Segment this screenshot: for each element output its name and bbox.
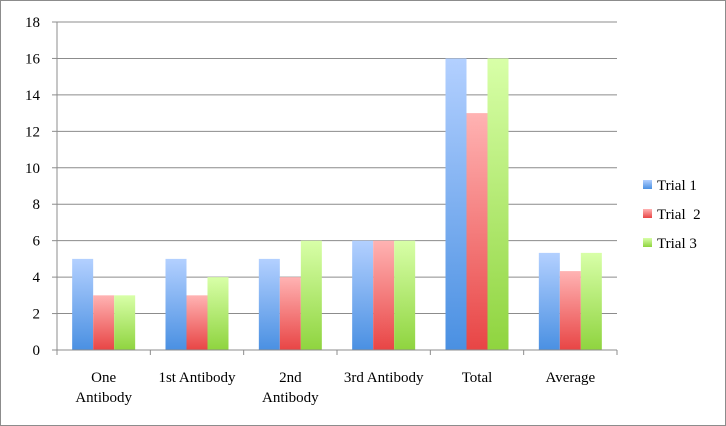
bar-trial-2-2 bbox=[279, 277, 301, 350]
y-tick-label: 8 bbox=[33, 197, 41, 213]
y-tick-label: 6 bbox=[33, 234, 41, 250]
bar-trial-1-5 bbox=[538, 252, 560, 350]
x-category-label: Antibody bbox=[75, 390, 132, 406]
x-category-label: 3rd Antibody bbox=[344, 370, 424, 386]
bar-trial-1-4 bbox=[445, 58, 467, 350]
x-category-label: Antibody bbox=[262, 390, 319, 406]
y-tick-label: 18 bbox=[25, 15, 40, 31]
bar-trial-2-3 bbox=[373, 240, 395, 350]
bar-trial-3-5 bbox=[580, 252, 602, 350]
bar-trial-2-5 bbox=[559, 271, 581, 350]
y-tick-label: 2 bbox=[33, 307, 41, 323]
bar-trial-1-0 bbox=[72, 258, 94, 350]
x-axis bbox=[56, 22, 618, 355]
y-tick-label: 14 bbox=[25, 88, 41, 104]
x-category-label: One bbox=[91, 370, 116, 386]
bar-trial-3-4 bbox=[487, 58, 509, 350]
y-axis-tick-labels: 0 2 4 6 8 10 12 14 16 18 bbox=[25, 15, 41, 359]
bar-trial-2-4 bbox=[466, 113, 488, 350]
bar-trial-1-3 bbox=[352, 240, 374, 350]
bar-trial-3-0 bbox=[114, 295, 136, 350]
x-category-label: 2nd bbox=[279, 370, 302, 386]
bar-trial-3-2 bbox=[300, 240, 322, 350]
x-category-label: Total bbox=[462, 370, 493, 386]
bar-trial-1-2 bbox=[258, 258, 280, 350]
y-tick-label: 10 bbox=[25, 161, 40, 177]
y-tick-label: 12 bbox=[25, 124, 40, 140]
bar-trial-3-3 bbox=[394, 240, 416, 350]
x-axis-category-labels: One Antibody 1st Antibody 2nd Antibody 3rd An… bbox=[75, 370, 595, 406]
legend-label: Trial 3 bbox=[657, 236, 697, 252]
bar-trial-2-1 bbox=[186, 295, 208, 350]
legend-swatch bbox=[643, 209, 652, 218]
y-tick-label: 0 bbox=[33, 343, 41, 359]
legend: Trial 1 Trial 2 Trial 3 bbox=[643, 178, 701, 252]
bar-trial-1-1 bbox=[165, 258, 187, 350]
legend-label: Trial 1 bbox=[657, 178, 697, 194]
y-tick-label: 16 bbox=[25, 51, 41, 67]
x-category-label: 1st Antibody bbox=[158, 370, 236, 386]
legend-swatch bbox=[643, 180, 652, 189]
legend-swatch bbox=[643, 238, 652, 247]
legend-label: Trial 2 bbox=[657, 207, 701, 223]
gridlines bbox=[52, 21, 617, 351]
bar-trial-3-1 bbox=[207, 277, 229, 350]
x-category-label: Average bbox=[545, 370, 595, 386]
bars bbox=[72, 58, 602, 350]
bar-trial-2-0 bbox=[93, 295, 115, 350]
y-tick-label: 4 bbox=[33, 270, 41, 286]
